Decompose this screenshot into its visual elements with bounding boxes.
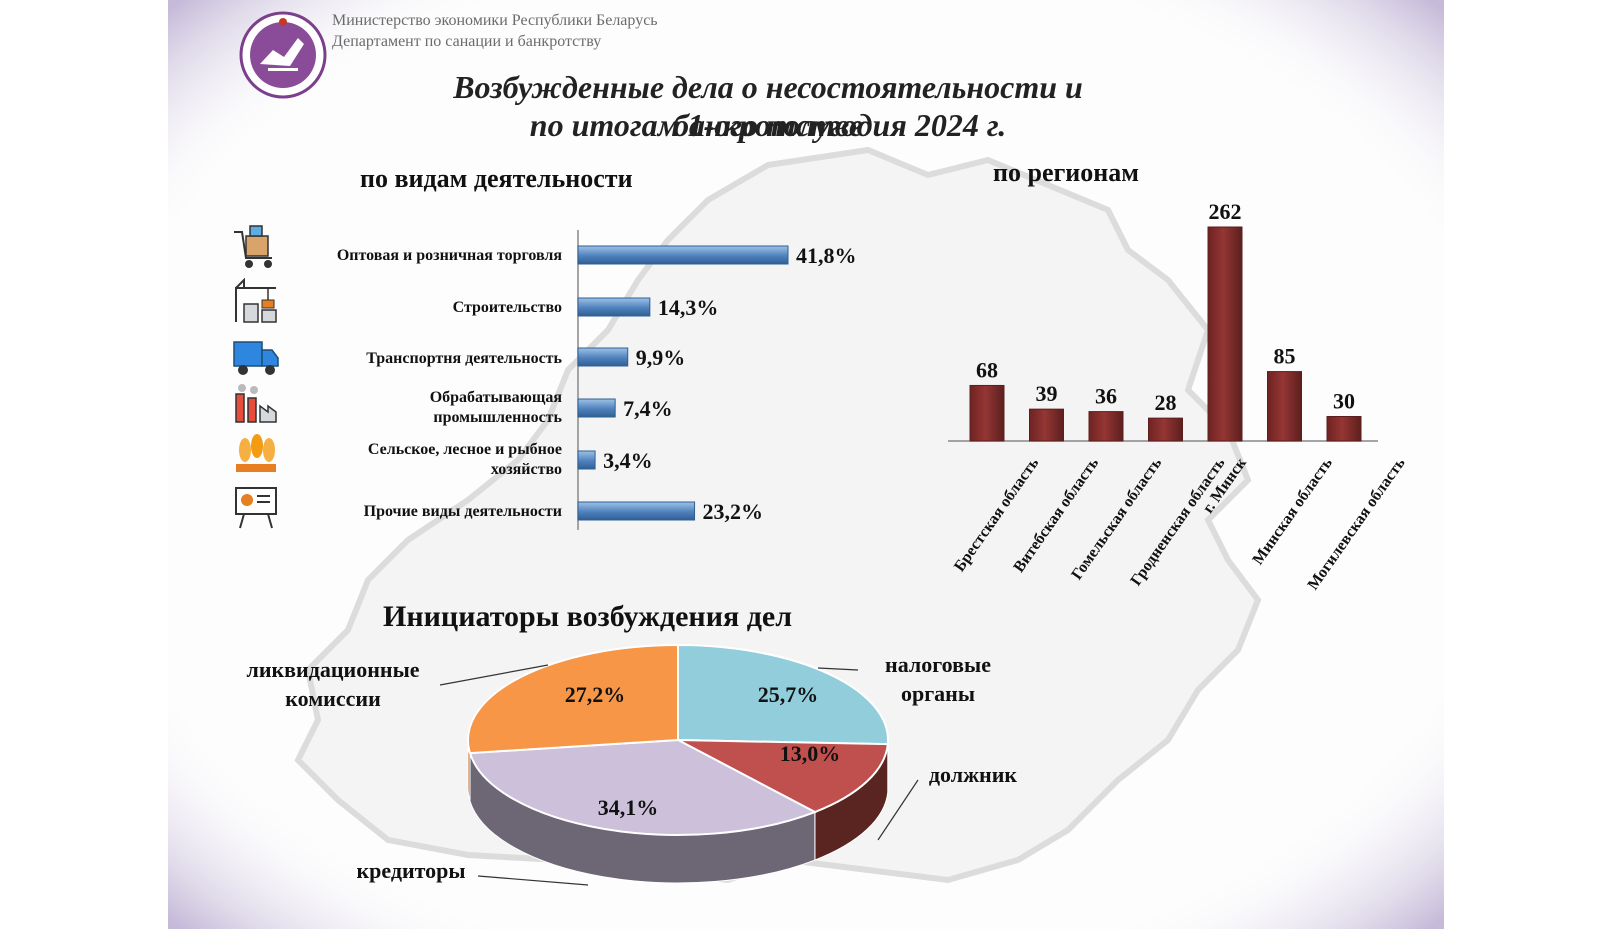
infographic-slide: Министерство экономики Республики Белару… [168, 0, 1444, 929]
pie-value-label: 27,2% [565, 682, 626, 707]
presentation-board-icon [235, 487, 277, 529]
ministry-logo [239, 11, 327, 99]
pie-value-label: 25,7% [758, 682, 819, 707]
region-chart-title: по регионам [993, 158, 1139, 187]
activity-label-other: Прочие виды деятельности [363, 503, 562, 520]
department-name: Департамент по санации и банкротству [332, 33, 602, 50]
activity-chart-title: по видам деятельности [360, 164, 633, 193]
activity-value-label: 9,9% [636, 345, 686, 370]
pie-chart-title: Инициаторы возбуждения дел [383, 600, 793, 633]
region-value-label: 36 [1095, 384, 1117, 409]
region-value-label: 262 [1209, 199, 1242, 224]
pie-value-label: 34,1% [598, 795, 659, 820]
activity-value-label: 7,4% [623, 396, 673, 421]
activity-label-trade: Оптовая и розничная торговля [336, 247, 562, 264]
region-bar [1207, 226, 1243, 442]
construction-crane-icon [235, 278, 277, 323]
activity-value-label: 41,8% [796, 243, 857, 268]
region-bar [969, 384, 1005, 442]
pie-label-liq-line2: комиссии [285, 686, 381, 711]
pie-leader-line [817, 667, 859, 671]
region-value-label: 85 [1274, 344, 1296, 369]
region-bar [1029, 408, 1064, 442]
activity-bar [577, 297, 651, 317]
activity-bar [577, 398, 616, 418]
region-value-label: 28 [1155, 390, 1177, 415]
pie-slice [677, 643, 889, 746]
pie-value-label: 13,0% [780, 741, 841, 766]
pie-label-liquidation: ликвидационные комиссии [218, 655, 448, 713]
pie-label-tax-line1: налоговые [885, 652, 991, 677]
region-bar [1267, 371, 1302, 442]
pie-label-liq-line1: ликвидационные [246, 657, 420, 682]
truck-icon [233, 341, 279, 375]
pie-leader-line [439, 664, 549, 686]
factory-icon [235, 384, 277, 423]
pie-label-tax-line2: органы [900, 681, 976, 706]
activity-bar [577, 501, 696, 521]
activity-bar [577, 347, 629, 367]
region-bar-chart: 68 39 36 28 262 85 30 [948, 199, 1378, 442]
activity-label-agriculture: Сельское, лесное и рыбное хозяйство [367, 441, 562, 478]
pie-leader-line [477, 875, 589, 886]
pie-slice [468, 738, 818, 836]
pie-leader-line [877, 779, 919, 841]
pie-label-creditors: кредиторы [356, 858, 466, 883]
region-bar [1088, 411, 1124, 442]
activity-bar [577, 450, 596, 470]
region-value-label: 30 [1333, 388, 1355, 413]
pie-label-debtor: должник [928, 762, 1018, 787]
activity-bar-chart: 41,8% 14,3% 9,9% 7,4% 3,4% 23,2% [577, 230, 857, 530]
page-title: Возбужденные дела о несостоятельности и … [453, 69, 1083, 143]
region-bar [1148, 417, 1183, 442]
org-name: Министерство экономики Республики Белару… [332, 12, 658, 29]
activity-label-manufacturing: Обрабатывающая промышленность [429, 389, 562, 426]
pie-slice [467, 643, 679, 755]
activity-bar [577, 245, 789, 265]
initiators-pie-chart: 25,7% 13,0% 34,1% 27,2% [439, 643, 919, 886]
pie-slice [677, 739, 889, 814]
activity-label-transport: Транспортня деятельность [366, 350, 562, 367]
activity-value-label: 23,2% [703, 499, 764, 524]
activity-value-label: 3,4% [603, 448, 653, 473]
activity-label-construction: Строительство [452, 299, 562, 316]
region-bar [1326, 415, 1362, 442]
shopping-cart-icon [234, 225, 272, 268]
activity-value-label: 14,3% [658, 295, 719, 320]
region-value-label: 68 [976, 357, 998, 382]
wheat-icon [236, 434, 276, 472]
pie-label-tax: налоговые органы [858, 650, 1018, 708]
page-subtitle: по итогам 1-ого полугодия 2024 г. [529, 107, 1007, 143]
region-value-label: 39 [1036, 381, 1058, 406]
